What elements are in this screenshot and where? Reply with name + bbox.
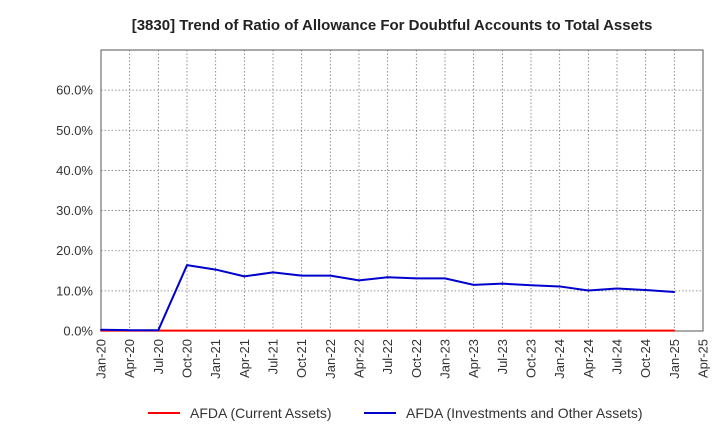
x-tick-label: Apr-23 xyxy=(466,339,481,378)
series-0-point xyxy=(644,329,647,332)
x-tick-label: Apr-21 xyxy=(237,339,252,378)
legend: AFDA (Current Assets) AFDA (Investments a… xyxy=(148,405,643,421)
series-1-point xyxy=(329,274,332,277)
series-0-point xyxy=(587,329,590,332)
series-0-point xyxy=(386,329,389,332)
series-1-point xyxy=(100,328,102,331)
legend-label-0: AFDA (Current Assets) xyxy=(190,405,332,421)
series-1-point xyxy=(128,329,131,332)
x-tick-label: Oct-23 xyxy=(524,339,539,378)
x-tick-label: Apr-20 xyxy=(122,339,137,378)
x-tick-label: Jul-22 xyxy=(380,339,395,374)
y-tick-label: 20.0% xyxy=(56,243,93,258)
x-tick-label: Oct-21 xyxy=(294,339,309,378)
series-1-point xyxy=(358,279,360,282)
series-1-point xyxy=(415,277,418,280)
series-lines xyxy=(100,264,676,332)
series-1-point xyxy=(558,285,561,288)
series-1-point xyxy=(673,291,676,293)
series-1-point xyxy=(587,289,590,292)
y-tick-label: 60.0% xyxy=(56,83,93,98)
x-tick-label: Apr-24 xyxy=(581,339,596,378)
series-1-point xyxy=(386,276,389,279)
series-1-point xyxy=(616,287,618,290)
x-tick-label: Jan-22 xyxy=(323,339,338,379)
series-0-point xyxy=(358,329,360,332)
series-1-point xyxy=(300,274,303,277)
y-tick-label: 50.0% xyxy=(56,123,93,138)
x-tick-label: Oct-20 xyxy=(180,339,195,378)
axes: 0.0% 10.0% 20.0% 30.0% 40.0% 50.0% 60.0% Jan-20… xyxy=(56,49,711,379)
series-0-point xyxy=(530,329,532,332)
y-tick-label: 30.0% xyxy=(56,203,93,218)
x-tick-label: Oct-24 xyxy=(638,339,653,378)
x-tick-label: Jan-24 xyxy=(552,339,567,379)
series-1-point xyxy=(243,275,246,278)
y-tick-label: 10.0% xyxy=(56,283,93,298)
series-1-point xyxy=(472,283,475,286)
series-0-point xyxy=(243,329,246,332)
x-tick-label: Jan-20 xyxy=(94,339,109,379)
y-tick-label: 0.0% xyxy=(63,324,93,339)
series-0-point xyxy=(186,329,188,332)
x-tick-label: Jan-25 xyxy=(667,339,682,379)
grid xyxy=(101,50,703,331)
series-1-point xyxy=(501,282,504,285)
x-tick-label: Apr-25 xyxy=(696,339,711,378)
series-0-point xyxy=(444,329,446,332)
series-1-point xyxy=(214,268,217,271)
series-1-point xyxy=(157,329,160,332)
chart-title: [3830] Trend of Ratio of Allowance For D… xyxy=(132,17,653,34)
series-0-point xyxy=(472,329,475,332)
series-0-point xyxy=(272,329,274,332)
x-tick-label: Apr-22 xyxy=(352,339,367,378)
series-0-point xyxy=(415,329,418,332)
series-0-point xyxy=(558,329,561,332)
x-tick-label: Jan-23 xyxy=(438,339,453,379)
x-tick-label: Jul-23 xyxy=(495,339,510,374)
series-1-point xyxy=(186,264,188,267)
series-0-point xyxy=(501,329,504,332)
series-0-point xyxy=(214,329,217,332)
x-tick-label: Jan-21 xyxy=(208,339,223,379)
x-tick-label: Jul-20 xyxy=(151,339,166,374)
x-tick-label: Jul-24 xyxy=(610,339,625,374)
y-tick-label: 40.0% xyxy=(56,163,93,178)
series-0-point xyxy=(616,329,618,332)
series-1-point xyxy=(272,271,274,274)
series-0-point xyxy=(673,329,676,332)
series-1-point xyxy=(530,284,532,287)
legend-label-1: AFDA (Investments and Other Assets) xyxy=(406,405,643,421)
series-1-point xyxy=(644,289,647,291)
x-tick-label: Oct-22 xyxy=(409,339,424,378)
x-tick-label: Jul-21 xyxy=(266,339,281,374)
series-1-point xyxy=(444,277,446,280)
series-0-point xyxy=(329,329,332,332)
series-0-point xyxy=(300,329,303,332)
